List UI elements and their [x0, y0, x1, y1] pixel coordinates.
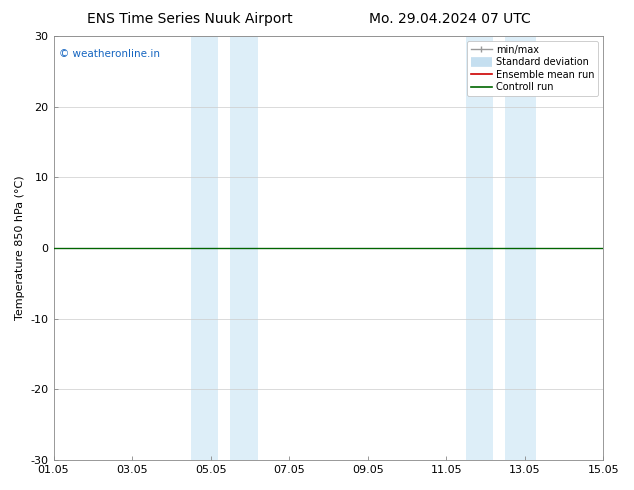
Y-axis label: Temperature 850 hPa (°C): Temperature 850 hPa (°C) [15, 176, 25, 320]
Text: © weatheronline.in: © weatheronline.in [59, 49, 160, 59]
Bar [466, 36, 493, 460]
Bar [505, 36, 536, 460]
Bar [191, 36, 219, 460]
Bar [230, 36, 257, 460]
Text: Mo. 29.04.2024 07 UTC: Mo. 29.04.2024 07 UTC [369, 12, 531, 26]
Legend: min/max, Standard deviation, Ensemble mean run, Controll run: min/max, Standard deviation, Ensemble me… [467, 41, 598, 96]
Text: ENS Time Series Nuuk Airport: ENS Time Series Nuuk Airport [87, 12, 293, 26]
